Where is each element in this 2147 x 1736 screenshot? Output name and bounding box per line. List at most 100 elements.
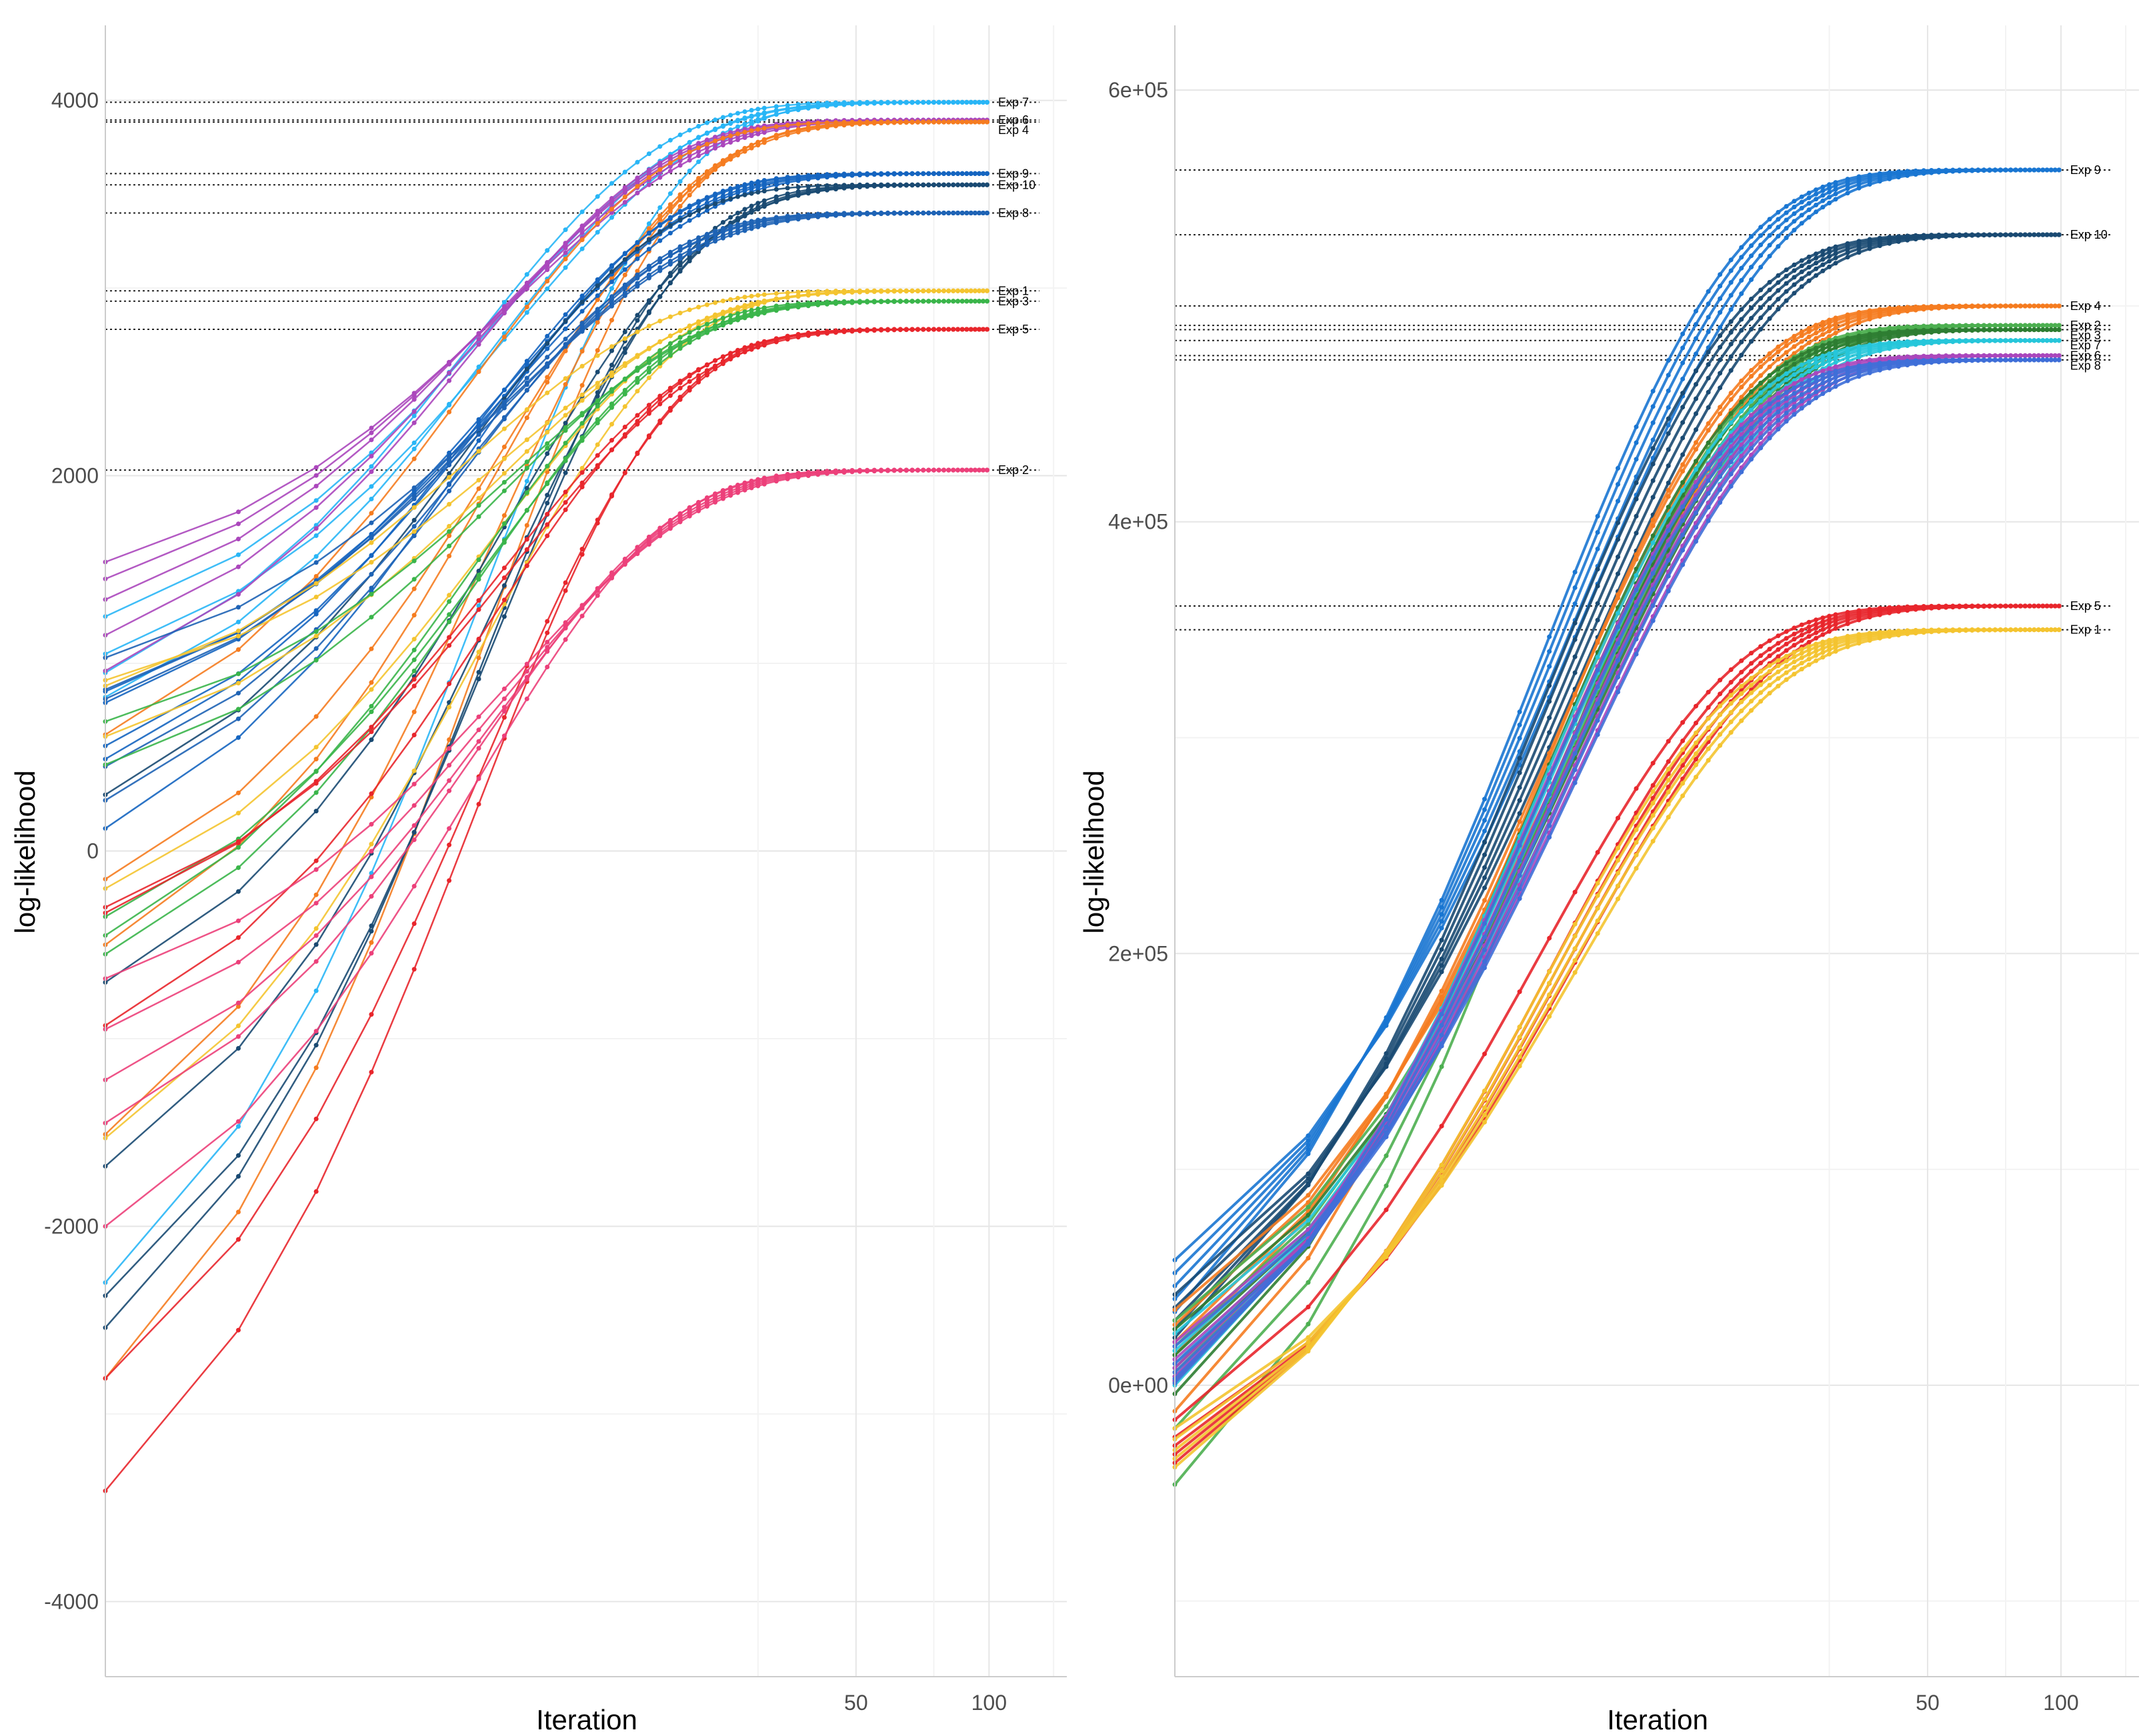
data-point [720,132,725,137]
data-point [622,470,627,475]
data-point [1887,170,1892,175]
data-point [1976,323,1981,328]
data-point [1776,288,1781,293]
data-point [815,211,821,217]
data-point [773,107,779,113]
data-point [1799,221,1804,226]
data-point [609,275,614,281]
data-point [563,382,568,387]
data-point [1827,259,1832,264]
data-point [981,119,985,125]
data-point [447,763,452,768]
data-point [2003,167,2008,173]
data-point [879,182,883,187]
data-point [1634,497,1639,502]
data-point [755,201,761,206]
data-point [2040,303,2046,309]
data-point [909,99,915,105]
data-point [635,159,640,165]
data-point [579,246,585,251]
x-tick-label: 100 [971,1691,1007,1715]
data-point [926,171,931,176]
data-point [545,390,550,395]
data-point [805,125,811,130]
data-point [1905,305,1910,310]
data-point [563,489,568,495]
data-point [677,335,683,340]
data-point [805,101,811,107]
data-point [1718,405,1723,410]
data-point [595,229,600,235]
data-point [891,182,897,187]
data-point [1706,389,1711,395]
data-point [476,449,481,454]
data-point [635,269,640,274]
data-point [2018,167,2023,173]
data-point [761,339,767,345]
reference-label-exp-4: Exp 4 [998,123,1029,137]
data-point [369,497,374,501]
data-point [926,182,931,187]
data-point [761,475,767,481]
data-point [447,403,452,408]
data-point [595,209,600,214]
data-point [411,613,417,618]
data-point [926,99,931,105]
data-point [677,217,683,223]
data-point [941,327,946,332]
data-point [236,1237,241,1242]
data-point [236,865,241,870]
data-point [657,284,663,289]
data-point [720,298,725,303]
data-point [1680,452,1686,457]
data-point [1784,350,1789,355]
data-point [1784,367,1789,372]
data-point [545,279,550,284]
data-point [236,671,241,677]
series-exp-9 [103,171,989,831]
data-point [1718,272,1723,277]
data-point [984,467,989,473]
data-point [1482,829,1487,833]
data-point [595,586,600,591]
data-point [1987,323,1992,328]
data-point [369,591,374,597]
data-point [805,289,811,294]
data-point [849,183,855,187]
data-point [667,209,673,214]
data-point [1896,234,1901,239]
data-point [728,155,733,161]
data-point [931,99,936,105]
data-point [696,319,701,324]
data-point [524,459,529,465]
data-point [657,361,663,366]
data-point [501,334,507,339]
data-point [713,135,718,140]
data-point [1595,601,1600,606]
data-point [524,272,529,277]
data-point [755,107,761,112]
data-point [476,342,481,347]
data-point [609,196,614,201]
data-point [849,119,855,125]
data-point [1820,262,1826,267]
data-point [524,465,529,471]
data-point [972,210,977,215]
data-point [1650,420,1656,425]
data-point [1921,168,1926,173]
data-point [1694,336,1698,341]
data-point [313,867,319,872]
data-point [677,253,683,258]
data-point [1799,205,1804,211]
data-point [595,293,600,298]
data-point [657,401,663,407]
data-point [1799,199,1804,205]
data-point [369,540,374,545]
data-point [687,218,692,223]
data-point [1944,167,1948,173]
data-point [735,184,740,189]
data-point [545,441,550,446]
data-point [936,171,941,176]
data-point [563,456,568,461]
data-point [704,302,709,307]
